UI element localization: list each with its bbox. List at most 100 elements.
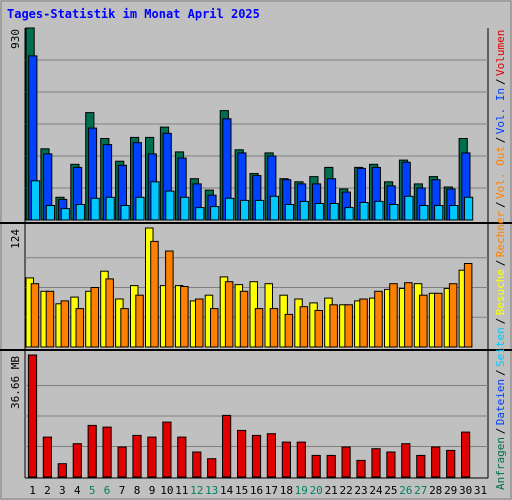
bar-rechner-day-15: [239, 290, 249, 348]
legend-label: Rechner: [494, 210, 507, 257]
bar-rechner-day-27: [419, 294, 428, 348]
bar-seiten-day-15: [240, 199, 250, 221]
right-legend: Anfragen / Dateien / Seiten / Besuche / Rechner /…: [494, 30, 507, 490]
x-tick-label: 13: [205, 484, 218, 497]
bar-seiten-day-9: [150, 181, 160, 221]
bar-seiten-day-20: [314, 203, 324, 221]
bar-seiten-day-24: [374, 200, 384, 221]
x-tick-label: 29: [444, 484, 457, 497]
y-max-label: 930: [9, 29, 22, 49]
x-tick-label: 17: [265, 484, 278, 497]
bar-rechner-day-16: [254, 308, 264, 348]
bar-volumen-day-5: [87, 424, 97, 478]
x-tick-label: 7: [119, 484, 126, 497]
x-tick-label: 19: [295, 484, 308, 497]
bar-rechner-day-25: [389, 283, 398, 348]
bar-seiten-day-26: [404, 195, 414, 221]
bar-volumen-day-21: [326, 454, 336, 478]
bar-seiten-day-11: [180, 196, 190, 221]
bar-volumen-day-16: [251, 434, 262, 478]
bar-seiten-day-30: [464, 196, 474, 221]
bar-seiten-day-17: [269, 195, 279, 221]
bar-volumen-day-8: [132, 434, 142, 478]
legend-separator: /: [494, 318, 507, 325]
legend-label: Seiten: [494, 327, 507, 367]
bar-rechner-day-21: [329, 304, 338, 348]
bar-rechner-day-17: [269, 308, 279, 348]
bar-rechner-day-30: [463, 263, 473, 348]
bar-rechner-day-29: [448, 283, 458, 348]
bar-seiten-day-22: [344, 207, 354, 221]
bar-volumen-day-24: [371, 448, 381, 478]
bar-volumen-day-29: [446, 449, 456, 478]
bar-seiten-day-2: [45, 205, 55, 221]
x-tick-label: 24: [369, 484, 383, 497]
bar-volumen-day-4: [72, 443, 82, 478]
x-tick-label: 5: [89, 484, 96, 497]
x-tick-label: 14: [220, 484, 234, 497]
bar-volumen-day-27: [416, 454, 426, 478]
legend-label: Vol. Out: [494, 146, 507, 199]
bar-rechner-day-12: [195, 298, 204, 348]
bar-rechner-day-3: [60, 300, 70, 348]
bar-seiten-day-18: [284, 204, 294, 221]
panel-bottom: 36.66 MB: [9, 354, 488, 478]
bar-volumen-day-15: [237, 429, 247, 478]
x-tick-label: 22: [339, 484, 352, 497]
legend-label: Dateien: [494, 379, 507, 425]
legend-separator: /: [494, 201, 507, 208]
bar-seiten-day-29: [449, 205, 459, 221]
bar-rechner-day-28: [434, 292, 443, 348]
x-tick-label: 21: [325, 484, 338, 497]
x-axis-labels: 1 2 3 4 5 6 7 8 9 10 11 12 13 14 15 16 17 18 19 20 21 22 23 24 2…: [29, 484, 487, 497]
x-tick-label: 12: [190, 484, 203, 497]
bar-rechner-day-5: [90, 287, 99, 348]
bar-seiten-day-21: [329, 203, 339, 221]
legend-separator: /: [494, 369, 507, 376]
bar-volumen-day-17: [266, 433, 276, 478]
bar-rechner-day-22: [344, 304, 353, 348]
x-tick-label: 15: [235, 484, 248, 497]
bar-volumen-day-28: [431, 446, 441, 478]
x-tick-label: 6: [104, 484, 111, 497]
panel-middle: 124: [0, 227, 512, 351]
x-tick-label: 8: [134, 484, 141, 497]
x-tick-label: 27: [414, 484, 427, 497]
bar-volumen-day-7: [117, 446, 127, 478]
bar-volumen-day-2: [42, 436, 52, 478]
bar-rechner-day-23: [359, 298, 368, 348]
x-tick-label: 30: [459, 484, 472, 497]
bar-rechner-day-26: [404, 282, 413, 348]
bar-rechner-day-20: [314, 310, 323, 348]
x-tick-label: 10: [160, 484, 173, 497]
y-max-label: 124: [9, 229, 22, 249]
bar-volumen-day-13: [207, 458, 217, 478]
bar-seiten-day-8: [135, 196, 145, 221]
x-tick-label: 2: [44, 484, 51, 497]
x-tick-label: 20: [310, 484, 323, 497]
bar-volumen-day-14: [222, 414, 232, 478]
bar-seiten-day-16: [254, 199, 265, 221]
bar-rechner-day-2: [45, 290, 55, 348]
bar-volumen-day-12: [192, 451, 202, 478]
bar-volumen-day-30: [461, 431, 471, 478]
legend-separator: /: [494, 260, 507, 267]
x-tick-label: 28: [429, 484, 442, 497]
bar-seiten-day-10: [165, 190, 175, 221]
x-tick-label: 26: [399, 484, 412, 497]
bar-seiten-day-6: [105, 196, 115, 221]
x-tick-label: 3: [59, 484, 66, 497]
x-tick-label: 11: [175, 484, 188, 497]
bar-rechner-day-10: [165, 250, 174, 348]
legend-separator: /: [494, 428, 507, 435]
bar-volumen-day-22: [341, 446, 351, 478]
bar-seiten-day-25: [389, 204, 399, 221]
legend-label: Vol. In: [494, 88, 507, 134]
bar-seiten-day-7: [120, 205, 130, 221]
x-tick-label: 18: [280, 484, 293, 497]
legend-label: Anfragen: [494, 437, 507, 490]
x-tick-label: 25: [384, 484, 397, 497]
bar-volumen-day-18: [281, 441, 291, 478]
